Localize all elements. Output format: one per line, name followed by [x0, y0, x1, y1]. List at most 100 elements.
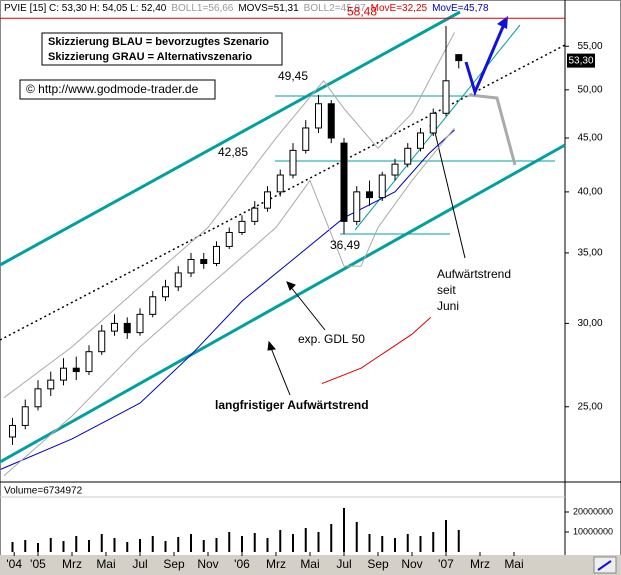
candle-body: [378, 174, 386, 199]
volume-bar: [228, 532, 231, 552]
x-tick-label: '05: [30, 557, 46, 571]
volume-bar: [266, 538, 269, 552]
volume-tick-label: 10000000: [573, 526, 613, 536]
candle-body: [161, 286, 169, 298]
annotation: exp. GDL 50: [298, 332, 365, 346]
candle-body: [455, 54, 463, 62]
candle-body: [391, 163, 399, 176]
arrowhead: [286, 281, 296, 291]
annotation: langfristiger Aufwärtstrend: [215, 398, 369, 412]
volume-label: Volume=6734972: [4, 486, 83, 497]
candle-body: [149, 296, 157, 315]
y-tick-label: 45,00: [577, 133, 602, 144]
candle-body: [404, 147, 412, 165]
candle-body: [327, 103, 335, 139]
arrow: [289, 285, 326, 331]
candle-body: [251, 207, 259, 222]
candle-body: [263, 191, 271, 209]
indicator-line: [321, 316, 432, 385]
candle-body: [365, 191, 373, 199]
candle-body: [416, 132, 424, 149]
x-tick-label: Mai: [504, 557, 523, 571]
y-tick-label: 40,00: [577, 187, 602, 198]
volume-bar: [419, 536, 422, 552]
volume-bar: [87, 540, 90, 552]
candle-body: [174, 272, 182, 288]
x-tick-label: '07: [438, 557, 454, 571]
x-tick-label: '06: [234, 557, 250, 571]
x-tick-label: Mrz: [266, 557, 286, 571]
volume-bar: [151, 536, 154, 552]
candle-body: [276, 174, 284, 193]
blue-scenario: [464, 21, 507, 97]
volume-bar: [62, 541, 65, 552]
volume-bar: [393, 538, 396, 552]
annotation: 36,49: [330, 238, 360, 252]
x-tick-label: Mrz: [470, 557, 490, 571]
volume-bar: [164, 541, 167, 552]
upper-channel: [0, 10, 461, 267]
candle-body: [212, 245, 220, 264]
header-item: MovE=32,25: [371, 3, 428, 14]
marks: [0, 17, 565, 552]
volume-bar: [11, 542, 14, 552]
x-tick-label: Mrz: [62, 557, 82, 571]
header-item: BOLL1=56,66: [171, 3, 233, 14]
candle-body: [314, 103, 322, 129]
annotation: Juni: [437, 299, 459, 313]
candle-body: [98, 330, 106, 353]
y-tick-label: 55,00: [577, 41, 602, 52]
volume-bar: [202, 540, 205, 552]
header-item: MOVS=51,31: [238, 3, 299, 14]
x-tick-label: Nov: [401, 557, 422, 571]
x-tick-label: Jul: [336, 557, 351, 571]
volume-bar: [75, 536, 78, 552]
annotation: Skizzierung GRAU = Alternativszenario: [48, 51, 252, 63]
annotation: Aufwärtstrend: [437, 267, 511, 281]
annotation: Skizzierung BLAU = bevorzugtes Szenario: [48, 36, 269, 48]
annotation: 49,45: [278, 69, 308, 83]
volume-bar: [291, 534, 294, 552]
volume-bar: [253, 533, 256, 552]
candle-body: [21, 406, 29, 426]
candle-body: [238, 220, 246, 233]
volume-bar: [138, 539, 141, 552]
indicator-line: [3, 32, 455, 399]
arrow: [432, 123, 466, 259]
last-price-box: [567, 53, 595, 68]
header-item: BOLL2=45,97: [304, 3, 366, 14]
volume-bar: [36, 543, 39, 552]
candle-body: [187, 258, 195, 274]
annotation: 42,85: [218, 145, 248, 159]
volume-bar: [355, 522, 358, 552]
volume-bar: [444, 520, 447, 552]
volume-bar: [215, 538, 218, 552]
y-tick-label: 35,00: [577, 248, 602, 259]
volume-bar: [49, 538, 52, 552]
candle-body: [110, 322, 118, 332]
lower-channel: [0, 143, 566, 464]
candle-body: [72, 367, 80, 373]
volume-bar: [368, 534, 371, 552]
volume-bar: [177, 537, 180, 552]
volume-bar: [381, 536, 384, 552]
legend-box: [41, 32, 283, 66]
indicator-line: [0, 129, 455, 470]
blue-arrowhead: [497, 16, 508, 29]
candle-body: [442, 80, 450, 114]
y-tick-label: 30,00: [577, 318, 602, 329]
candle-body: [302, 127, 310, 151]
volume-bar: [113, 538, 116, 552]
candle-body: [225, 231, 233, 247]
x-tick-label: Jul: [132, 557, 147, 571]
indicator-line: [3, 127, 455, 477]
candle-body: [136, 313, 144, 334]
candle-body: [429, 112, 437, 134]
gray-scenario: [469, 93, 517, 166]
candle-body: [353, 191, 361, 222]
volume-bar: [24, 540, 27, 552]
volume-bar: [432, 532, 435, 552]
annotation: © http://www.godmode-trader.de: [26, 82, 199, 96]
